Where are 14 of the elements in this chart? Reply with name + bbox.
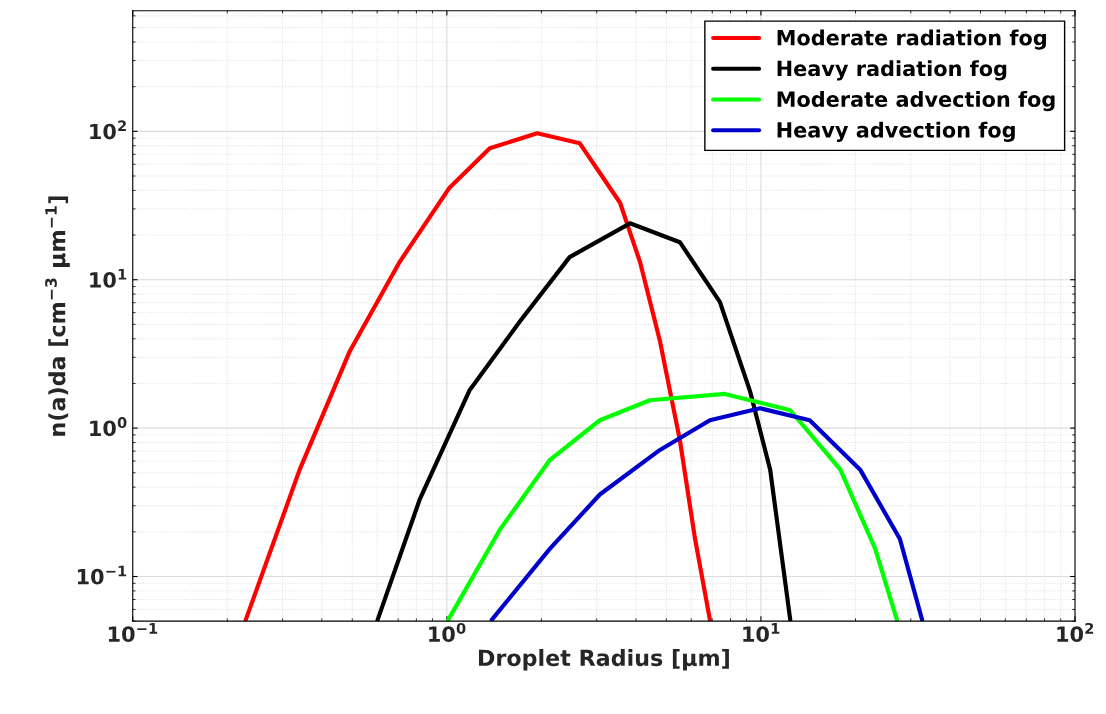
legend-label: Heavy radiation fog <box>777 60 1007 81</box>
y-tick-label: 10$^{0}$ <box>90 417 127 437</box>
x-tick-label: 10$^{2}$ <box>1057 622 1094 643</box>
x-axis-title: Droplet Radius [μm] <box>478 648 729 671</box>
y-tick-label: 10$^{2}$ <box>90 120 126 140</box>
y-tick-label: 10$^{−1}$ <box>77 565 127 585</box>
legend-label: Moderate radiation fog <box>777 29 1046 50</box>
x-tick-label: 10$^{1}$ <box>743 623 780 643</box>
x-tick-label: 10$^{−1}$ <box>108 623 158 643</box>
legend-label: Heavy advection fog <box>777 121 1015 143</box>
x-tick-label: 10$^{0}$ <box>429 622 466 643</box>
y-tick-label: 10$^{1}$ <box>90 268 127 288</box>
legend-label: Moderate advection fog <box>777 90 1055 112</box>
y-axis-title: n(a)da [cm$^{−3}$ μm$^{−1}$] <box>45 196 70 436</box>
